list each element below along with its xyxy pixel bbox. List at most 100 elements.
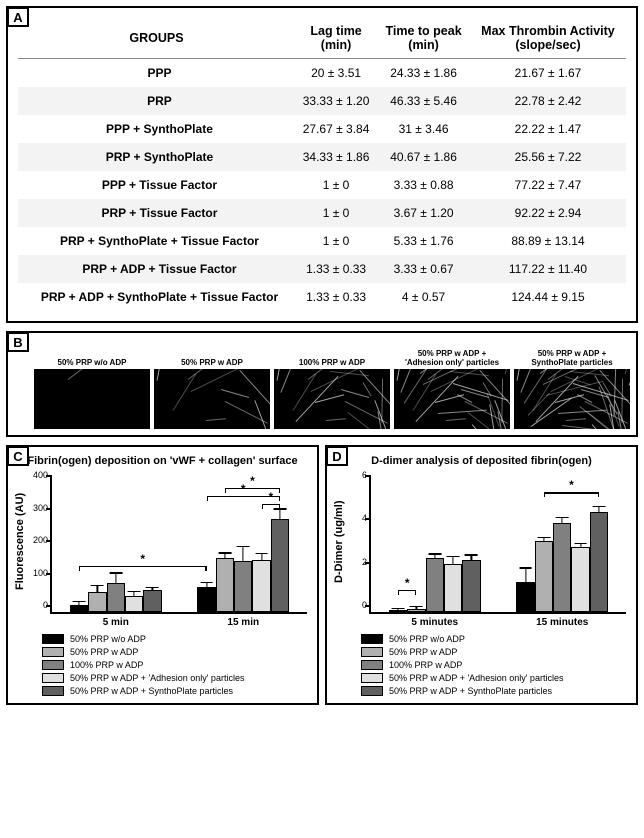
micrograph-caption: 100% PRP w ADP bbox=[299, 341, 365, 369]
legend-item: 100% PRP w ADP bbox=[361, 660, 632, 670]
micrograph: 100% PRP w ADP bbox=[274, 341, 390, 429]
bar bbox=[234, 561, 252, 612]
value-cell: 33.33 ± 1.20 bbox=[295, 87, 377, 115]
value-cell: 21.67 ± 1.67 bbox=[470, 59, 626, 88]
micrograph-caption: 50% PRP w ADP bbox=[181, 341, 243, 369]
chart-c-plot: 01002003004005 min15 min**** bbox=[50, 475, 307, 614]
value-cell: 27.67 ± 3.84 bbox=[295, 115, 377, 143]
value-cell: 46.33 ± 5.46 bbox=[377, 87, 470, 115]
legend-item: 50% PRP w/o ADP bbox=[361, 634, 632, 644]
panel-label-d: D bbox=[326, 446, 348, 466]
bar bbox=[271, 519, 289, 612]
panel-label-c: C bbox=[7, 446, 29, 466]
micrograph-caption: 50% PRP w/o ADP bbox=[58, 341, 127, 369]
group-cell: PRP + SynthoPlate + Tissue Factor bbox=[18, 227, 295, 255]
legend-swatch bbox=[42, 673, 64, 683]
value-cell: 1 ± 0 bbox=[295, 199, 377, 227]
group-cell: PRP + ADP + Tissue Factor bbox=[18, 255, 295, 283]
table-row: PRP + SynthoPlate34.33 ± 1.8640.67 ± 1.8… bbox=[18, 143, 626, 171]
legend-item: 50% PRP w/o ADP bbox=[42, 634, 313, 644]
y-tick-label: 300 bbox=[24, 503, 48, 513]
value-cell: 24.33 ± 1.86 bbox=[377, 59, 470, 88]
legend-swatch bbox=[42, 660, 64, 670]
table-row: PRP33.33 ± 1.2046.33 ± 5.4622.78 ± 2.42 bbox=[18, 87, 626, 115]
legend-label: 100% PRP w ADP bbox=[389, 660, 462, 670]
chart-c-title: Fibrin(ogen) deposition on 'vWF + collag… bbox=[12, 455, 313, 467]
micrograph-image bbox=[274, 369, 390, 429]
legend-label: 50% PRP w ADP + 'Adhesion only' particle… bbox=[389, 673, 563, 683]
y-tick-label: 2 bbox=[343, 557, 367, 567]
value-cell: 22.78 ± 2.42 bbox=[470, 87, 626, 115]
legend-item: 50% PRP w ADP bbox=[361, 647, 632, 657]
value-cell: 1.33 ± 0.33 bbox=[295, 255, 377, 283]
panel-a: A GROUPSLag time(min)Time to peak(min)Ma… bbox=[6, 6, 638, 323]
value-cell: 40.67 ± 1.86 bbox=[377, 143, 470, 171]
bar bbox=[462, 560, 480, 612]
micrograph-row: 50% PRP w/o ADP 50% PRP w ADP 100% PRP w A… bbox=[34, 337, 630, 429]
bar bbox=[125, 596, 143, 612]
chart-d-ylabel: D-Dimer (ug/ml) bbox=[331, 469, 347, 614]
value-cell: 4 ± 0.57 bbox=[377, 283, 470, 311]
bar bbox=[535, 541, 553, 613]
significance-star: * bbox=[268, 490, 273, 504]
bar bbox=[407, 609, 425, 612]
x-category-label: 5 minutes bbox=[411, 617, 458, 628]
legend-label: 50% PRP w ADP bbox=[389, 647, 457, 657]
y-tick-label: 0 bbox=[343, 600, 367, 610]
value-cell: 3.33 ± 0.88 bbox=[377, 171, 470, 199]
micrograph: 50% PRP w ADP +'Adhesion only' particles bbox=[394, 341, 510, 429]
value-cell: 3.67 ± 1.20 bbox=[377, 199, 470, 227]
panel-label-b: B bbox=[7, 332, 29, 352]
table-row: PRP + SynthoPlate + Tissue Factor1 ± 05.… bbox=[18, 227, 626, 255]
table-header: Lag time(min) bbox=[295, 18, 377, 59]
table-row: PRP + ADP + SynthoPlate + Tissue Factor1… bbox=[18, 283, 626, 311]
micrograph-image bbox=[514, 369, 630, 429]
micrograph-image bbox=[394, 369, 510, 429]
legend-swatch bbox=[42, 647, 64, 657]
legend-label: 50% PRP w ADP + 'Adhesion only' particle… bbox=[70, 673, 244, 683]
legend-label: 50% PRP w ADP bbox=[70, 647, 138, 657]
bar bbox=[216, 558, 234, 612]
x-category-label: 5 min bbox=[103, 617, 129, 628]
group-cell: PPP + Tissue Factor bbox=[18, 171, 295, 199]
bar bbox=[88, 592, 106, 612]
bar bbox=[571, 547, 589, 612]
table-row: PPP + Tissue Factor1 ± 03.33 ± 0.8877.22… bbox=[18, 171, 626, 199]
value-cell: 5.33 ± 1.76 bbox=[377, 227, 470, 255]
table-header: Time to peak(min) bbox=[377, 18, 470, 59]
group-cell: PRP + ADP + SynthoPlate + Tissue Factor bbox=[18, 283, 295, 311]
y-tick-label: 6 bbox=[343, 470, 367, 480]
legend-item: 100% PRP w ADP bbox=[42, 660, 313, 670]
bar bbox=[426, 558, 444, 612]
groups-table: GROUPSLag time(min)Time to peak(min)Max … bbox=[18, 18, 626, 311]
group-cell: PPP + SynthoPlate bbox=[18, 115, 295, 143]
value-cell: 1.33 ± 0.33 bbox=[295, 283, 377, 311]
value-cell: 92.22 ± 2.94 bbox=[470, 199, 626, 227]
chart-d-title: D-dimer analysis of deposited fibrin(oge… bbox=[331, 455, 632, 467]
micrograph-image bbox=[154, 369, 270, 429]
legend-label: 100% PRP w ADP bbox=[70, 660, 143, 670]
legend-swatch bbox=[361, 660, 383, 670]
chart-d-plot: 02465 minutes15 minutes** bbox=[369, 475, 626, 614]
legend-label: 50% PRP w/o ADP bbox=[70, 634, 146, 644]
y-tick-label: 100 bbox=[24, 568, 48, 578]
table-header: GROUPS bbox=[18, 18, 295, 59]
panel-label-a: A bbox=[7, 7, 29, 27]
bar bbox=[389, 610, 407, 612]
value-cell: 3.33 ± 0.67 bbox=[377, 255, 470, 283]
bar bbox=[444, 564, 462, 612]
significance-star: * bbox=[569, 478, 574, 492]
x-category-label: 15 minutes bbox=[536, 617, 588, 628]
value-cell: 1 ± 0 bbox=[295, 227, 377, 255]
x-category-label: 15 min bbox=[227, 617, 259, 628]
y-tick-label: 0 bbox=[24, 600, 48, 610]
group-cell: PRP + SynthoPlate bbox=[18, 143, 295, 171]
legend-swatch bbox=[361, 673, 383, 683]
bar bbox=[252, 560, 270, 612]
legend-swatch bbox=[42, 634, 64, 644]
y-tick-label: 4 bbox=[343, 513, 367, 523]
value-cell: 124.44 ± 9.15 bbox=[470, 283, 626, 311]
legend-item: 50% PRP w ADP + 'Adhesion only' particle… bbox=[361, 673, 632, 683]
group-cell: PRP + Tissue Factor bbox=[18, 199, 295, 227]
legend-item: 50% PRP w ADP + SynthoPlate particles bbox=[361, 686, 632, 696]
